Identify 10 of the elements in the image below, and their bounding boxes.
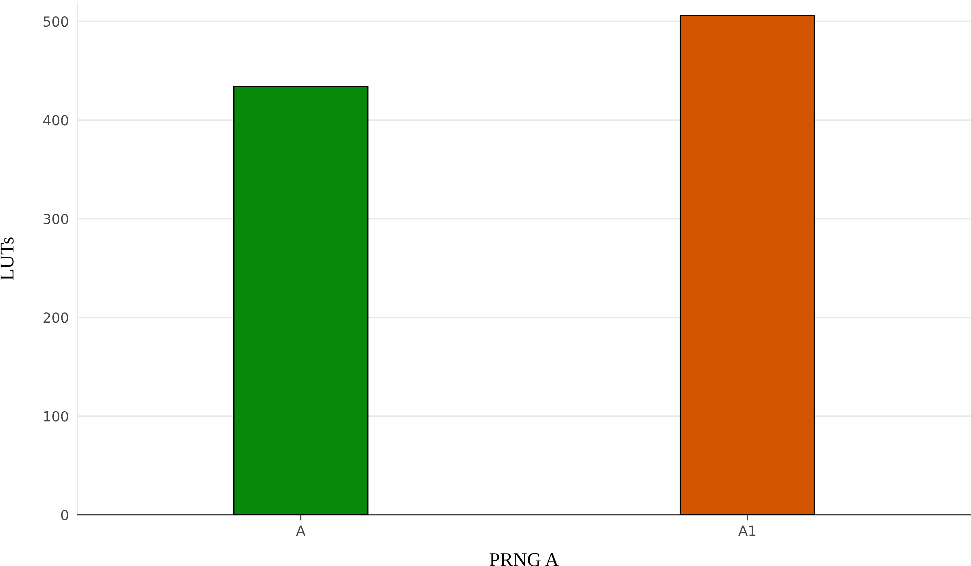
y-tick-label: 300	[44, 214, 68, 224]
y-axis-title: LUTs	[0, 238, 14, 280]
y-tick-label: 400	[44, 115, 68, 126]
y-tick-label: 200	[44, 312, 68, 324]
y-tick-label: 0	[61, 510, 68, 521]
y-tick-label: 100	[44, 411, 68, 422]
x-tick-label: A1	[738, 526, 756, 536]
y-tick-label: 500	[44, 16, 68, 28]
x-tick-label: A	[296, 526, 306, 536]
x-axis-title: PRNG A	[490, 553, 560, 566]
